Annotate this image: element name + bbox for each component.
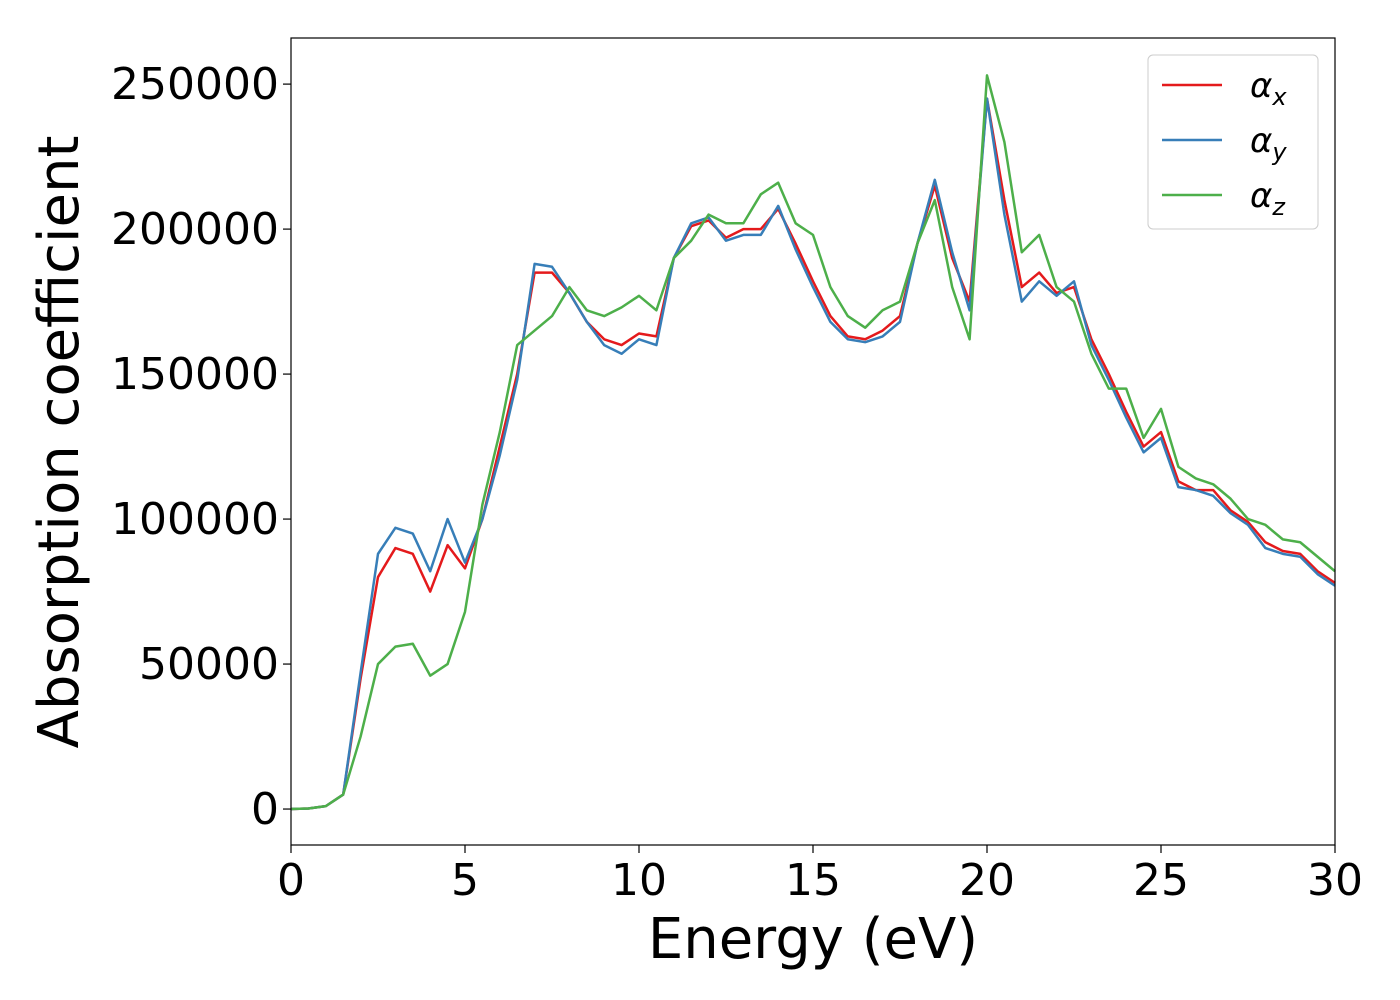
y-axis-label: Absorption coefficient — [27, 136, 92, 749]
plot-frame — [290, 37, 1336, 846]
y-tick-label: 100000 — [111, 494, 279, 545]
legend-label: αx — [1250, 66, 1287, 111]
x-tick-label: 25 — [1133, 855, 1189, 906]
legend-label: αy — [1250, 121, 1287, 166]
x-tick-label: 30 — [1307, 855, 1363, 906]
x-tick-label: 10 — [611, 855, 667, 906]
y-tick-label: 150000 — [111, 349, 279, 400]
x-tick-label: 20 — [959, 855, 1015, 906]
legend-label: αz — [1250, 176, 1286, 221]
legend-box — [1147, 54, 1319, 230]
y-tick-label: 250000 — [111, 59, 279, 110]
x-tick-label: 0 — [277, 855, 305, 906]
x-tick-label: 15 — [785, 855, 841, 906]
data-line — [290, 97, 1336, 811]
data-line — [290, 74, 1336, 811]
x-axis-label: Energy (eV) — [648, 907, 978, 972]
x-tick-label: 5 — [451, 855, 479, 906]
y-tick-label: 50000 — [139, 639, 279, 690]
y-tick-label: 0 — [251, 784, 279, 835]
y-tick-label: 200000 — [111, 204, 279, 255]
data-line — [290, 97, 1336, 811]
